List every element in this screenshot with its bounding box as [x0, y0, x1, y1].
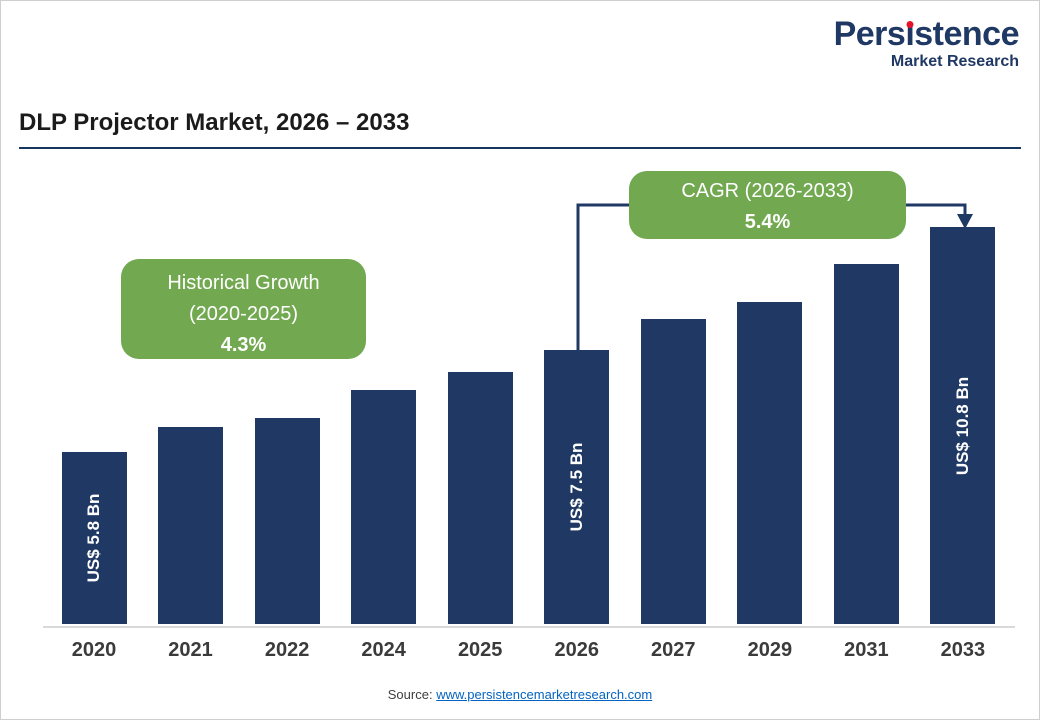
bar-column-2025	[432, 164, 528, 624]
historical-growth-line1: Historical Growth	[167, 272, 320, 294]
historical-growth-callout: Historical Growth (2020-2025) 4.3%	[121, 259, 366, 359]
bar-2020: US$ 5.8 Bn	[61, 452, 127, 624]
historical-growth-line2: (2020-2025)	[189, 303, 298, 325]
bar-column-2024	[336, 164, 432, 624]
bar-column-2021	[143, 164, 239, 624]
historical-growth-value: 4.3%	[220, 334, 267, 356]
bar-value-label-2020: US$ 5.8 Bn	[84, 493, 103, 583]
bar-2026: US$ 7.5 Bn	[544, 350, 610, 624]
logo: Persıstence Market Research	[833, 15, 1020, 70]
bar-value-label-2033: US$ 10.8 Bn	[952, 376, 972, 475]
bar-2027	[640, 319, 706, 624]
cagr-callout: CAGR (2026-2033) 5.4%	[629, 171, 906, 239]
cagr-value: 5.4%	[744, 211, 791, 233]
title-divider	[19, 147, 1021, 149]
x-axis-label-2031: 2031	[844, 639, 889, 661]
logo-wordmark: Persıstence	[833, 15, 1020, 53]
bar-2022	[254, 418, 320, 624]
x-axis-label-2021: 2021	[168, 639, 213, 661]
logo-i-red-dot: ı	[905, 15, 915, 53]
bar-2029	[737, 302, 803, 624]
bar-column-2020: US$ 5.8 Bn	[46, 164, 142, 624]
x-axis-label-2029: 2029	[747, 639, 793, 661]
x-axis-label-2022: 2022	[264, 639, 310, 661]
x-axis-label-2024: 2024	[361, 639, 406, 661]
bar-column-2027	[625, 164, 721, 624]
bar-column-2026: US$ 7.5 Bn	[529, 164, 625, 624]
bar-2025	[447, 372, 513, 624]
x-axis-label-2020: 2020	[71, 639, 117, 661]
bar-column-2022	[239, 164, 335, 624]
x-axis-label-2026: 2026	[554, 639, 599, 661]
bar-value-label-2026: US$ 7.5 Bn	[566, 442, 586, 532]
source-prefix: Source:	[387, 687, 433, 702]
source-line: Source: www.persistencemarketresearch.co…	[1, 687, 1039, 702]
source-link[interactable]: www.persistencemarketresearch.com	[436, 687, 653, 702]
x-axis-label-2027: 2027	[651, 639, 696, 661]
x-axis-line	[43, 626, 1015, 628]
cagr-line1: CAGR (2026-2033)	[681, 180, 854, 202]
bars-row: US$ 5.8 Bn US$ 7.5 Bn US$ 10.8 Bn	[46, 164, 1011, 624]
bar-2024	[351, 390, 417, 624]
bar-2021	[158, 427, 224, 624]
bar-column-2029	[722, 164, 818, 624]
x-axis-label-2025: 2025	[457, 639, 503, 661]
x-axis-labels: 2020 2021 2022 2024 2025 2026 2027 2029 2031 2033	[46, 639, 1011, 662]
bar-column-2031	[818, 164, 914, 624]
logo-tagline: Market Research	[890, 53, 1019, 70]
x-axis-label-2033: 2033	[940, 639, 986, 661]
bar-2031	[833, 264, 899, 624]
bar-column-2033: US$ 10.8 Bn	[915, 164, 1011, 624]
page-title: DLP Projector Market, 2026 – 2033	[19, 109, 410, 136]
bar-2033: US$ 10.8 Bn	[930, 227, 996, 624]
